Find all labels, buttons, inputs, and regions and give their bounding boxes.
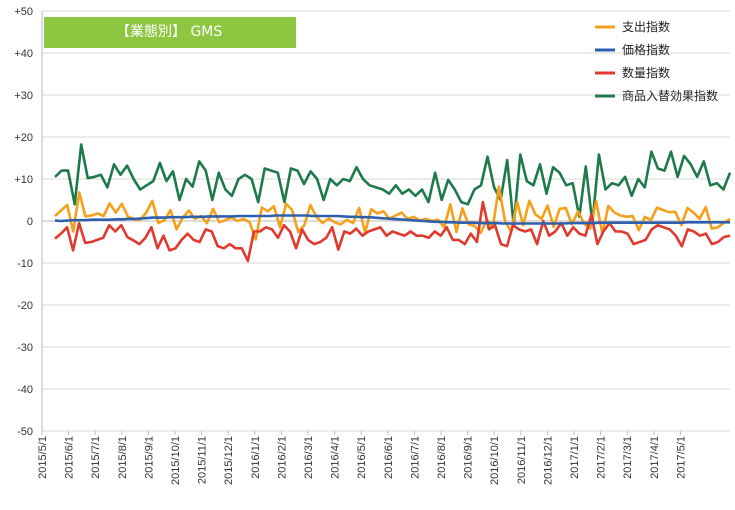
x-tick-label: 2017/2/1 — [596, 436, 608, 479]
legend-label: 支出指数 — [622, 19, 670, 34]
y-tick-label: -50 — [17, 426, 33, 438]
x-tick-label: 2016/7/1 — [409, 436, 421, 479]
y-axis-tick-labels: +50 +40 +30 +20 +10 0 -10 -20 -30 -40 -50 — [14, 6, 33, 438]
y-tick-label: 0 — [27, 216, 33, 228]
chart-title: 【業態別】 GMS — [44, 17, 296, 48]
x-tick-label: 2015/5/1 — [37, 436, 49, 479]
x-tick-label: 2016/11/1 — [516, 436, 528, 484]
x-tick-label: 2016/12/1 — [542, 436, 554, 485]
x-tick-label: 2017/4/1 — [649, 436, 661, 479]
x-tick-label: 2016/9/1 — [463, 436, 475, 479]
series-line — [54, 143, 732, 227]
y-tick-label: -20 — [17, 300, 33, 312]
legend-label: 価格指数 — [622, 42, 670, 57]
x-tick-label: 2015/9/1 — [143, 436, 155, 479]
x-axis-tick-labels: 2015/5/1 2015/6/1 2015/7/1 2015/8/1 2015/9/1… — [37, 436, 687, 485]
x-tick-label: 2017/3/1 — [622, 436, 634, 479]
x-tick-label: 2016/2/1 — [276, 436, 288, 479]
x-tick-label: 2017/1/1 — [569, 436, 581, 479]
legend-label: 数量指数 — [622, 65, 670, 80]
legend-label: 商品入替効果指数 — [622, 88, 718, 103]
x-tick-label: 2017/5/1 — [675, 436, 687, 479]
y-tick-label: +50 — [14, 6, 33, 18]
x-tick-label: 2016/6/1 — [383, 436, 395, 479]
y-tick-label: +30 — [14, 90, 33, 102]
x-tick-label: 2015/12/1 — [223, 436, 235, 485]
y-tick-label: -40 — [17, 384, 33, 396]
x-tick-label: 2015/8/1 — [117, 436, 129, 479]
x-tick-label: 2015/7/1 — [90, 436, 102, 479]
x-tick-label: 2016/8/1 — [436, 436, 448, 479]
x-tick-label: 2015/6/1 — [64, 436, 76, 479]
series-line — [54, 185, 731, 241]
x-tick-label: 2016/4/1 — [330, 436, 342, 479]
x-tick-label: 2016/5/1 — [356, 436, 368, 479]
x-tick-label: 2015/10/1 — [170, 436, 182, 485]
x-tick-label: 2016/3/1 — [303, 436, 315, 479]
x-tick-label: 2015/11/1 — [197, 436, 209, 484]
y-tick-label: +10 — [14, 174, 33, 186]
y-tick-label: +40 — [14, 48, 33, 60]
series-line — [54, 214, 730, 225]
series-lines — [54, 143, 732, 263]
y-tick-label: -10 — [17, 258, 33, 270]
y-tick-label: -30 — [17, 342, 33, 354]
y-tick-label: +20 — [14, 132, 33, 144]
series-line — [54, 200, 731, 263]
x-tick-label: 2016/10/1 — [489, 436, 501, 485]
x-tick-label: 2016/1/1 — [250, 436, 262, 479]
